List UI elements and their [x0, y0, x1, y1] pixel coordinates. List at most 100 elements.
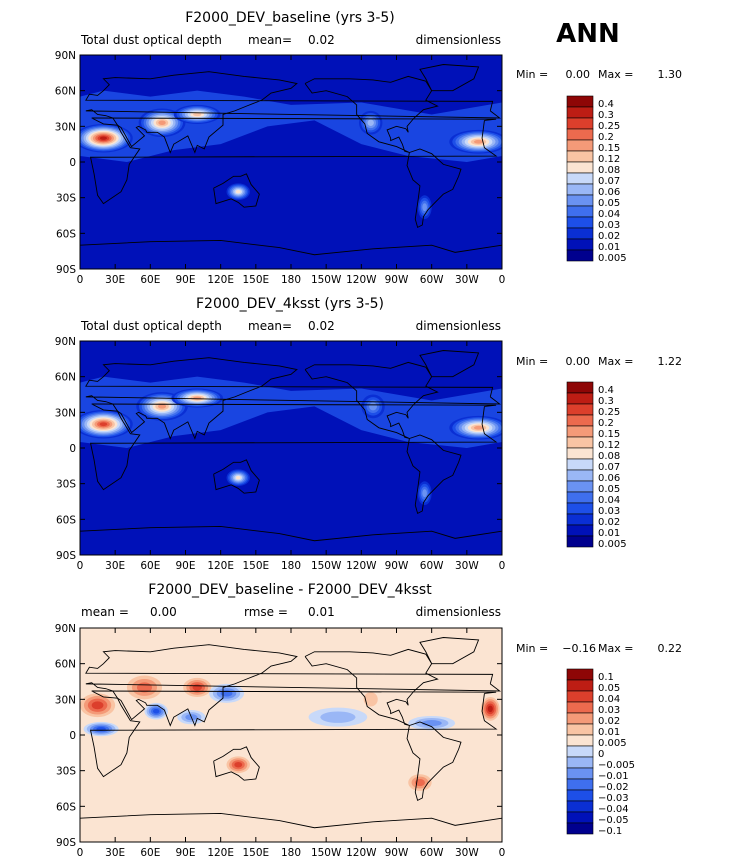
panel-1-mean-value: 0.02	[308, 33, 335, 47]
panel-3-title: F2000_DEV_baseline - F2000_DEV_4ksst	[148, 582, 432, 598]
panel-1: F2000_DEV_baseline (yrs 3-5) Total dust …	[55, 10, 682, 286]
colorbar-swatch	[566, 183, 594, 196]
hotspot-6-level-10	[473, 425, 484, 430]
coastline-6	[80, 526, 502, 542]
x-tick-label: 120W	[346, 274, 377, 286]
colorbar-swatch	[566, 734, 594, 747]
panel-3-max-label: Max =	[598, 642, 633, 655]
y-tick-label: 30S	[56, 766, 76, 778]
panel-2-map	[79, 340, 503, 556]
colorbar-swatch	[566, 392, 594, 405]
colorbar-label: 0.01	[598, 242, 620, 253]
colorbar-swatch	[566, 778, 594, 791]
x-tick-label: 30E	[105, 847, 125, 859]
colorbar-label: 0.05	[598, 484, 620, 495]
hotspot-0-level-12	[91, 701, 104, 710]
colorbar-label: 0	[598, 749, 604, 760]
colorbar-swatch	[566, 491, 594, 504]
x-tick-label: 150E	[242, 560, 269, 572]
coastline-5	[419, 64, 480, 92]
panel-2-field	[80, 341, 502, 555]
colorbar-swatch	[566, 822, 594, 835]
colorbar-label: 0.08	[598, 165, 620, 176]
colorbar-swatch	[566, 436, 594, 449]
colorbar-swatch	[566, 139, 594, 152]
colorbar-swatch	[566, 128, 594, 141]
colorbar-swatch	[566, 216, 594, 229]
x-tick-label: 90W	[385, 847, 409, 859]
colorbar-label: 0.03	[598, 220, 620, 231]
season-label: ANN	[556, 19, 620, 49]
colorbar-label: 0.4	[598, 385, 614, 396]
colorbar-swatch	[566, 172, 594, 185]
panel-1-units: dimensionless	[416, 33, 501, 47]
x-tick-label: 90E	[176, 560, 196, 572]
colorbar-label: 0.25	[598, 407, 620, 418]
colorbar-label: 0.2	[598, 418, 614, 429]
hotspot-2-level-9	[193, 112, 202, 117]
y-tick-label: 60N	[55, 372, 76, 384]
panel-3-mean-label: mean =	[81, 605, 129, 619]
colorbar-swatch	[566, 469, 594, 482]
panel-3-rmse-label: rmse =	[244, 605, 288, 619]
colorbar-label: 0.04	[598, 694, 620, 705]
colorbar-label: 0.005	[598, 253, 627, 264]
colorbar-swatch	[566, 117, 594, 130]
colorbar-label: 0.15	[598, 429, 620, 440]
coastline-2	[213, 459, 260, 494]
x-tick-label: 180	[281, 560, 301, 572]
colorbar-swatch	[566, 502, 594, 515]
coastline-2	[213, 173, 260, 208]
colorbar-label: 0.06	[598, 473, 620, 484]
coastline-3	[304, 361, 439, 439]
colorbar-swatch	[566, 403, 594, 416]
colorbar-label: 0.3	[598, 396, 614, 407]
colorbar-swatch	[566, 535, 594, 548]
x-tick-label: 120E	[207, 274, 234, 286]
coastline-1	[85, 71, 502, 154]
panel-1-mean-label: mean=	[248, 33, 292, 47]
hotspot-12-level-9	[363, 692, 378, 707]
coastline-2	[213, 746, 260, 781]
y-tick-label: 30S	[56, 193, 76, 205]
x-tick-label: 0	[77, 274, 84, 286]
x-tick-label: 90W	[385, 274, 409, 286]
colorbar-swatch	[566, 238, 594, 251]
coastline-5	[419, 350, 480, 378]
colorbar-label: 0.02	[598, 231, 620, 242]
x-tick-label: 180	[281, 847, 301, 859]
hotspot-4-level-6	[367, 119, 374, 127]
colorbar-label: 0.01	[598, 727, 620, 738]
y-tick-label: 60S	[56, 514, 76, 526]
field-background	[80, 55, 502, 269]
panel-3-axis-ticks: 0 30E 60E 90E 120E 150E 180 150W 120W 90W 60W 30W 09…	[55, 623, 506, 859]
x-tick-label: 120E	[207, 560, 234, 572]
panel-1-axis-ticks: 0 30E 60E 90E 120E 150E 180 150W 120W 90W 60W 30W 09…	[55, 50, 506, 286]
y-tick-label: 60S	[56, 801, 76, 813]
panel-2-title: F2000_DEV_4ksst (yrs 3-5)	[196, 296, 384, 312]
panel-1-max-value: 1.30	[658, 68, 683, 81]
x-tick-label: 60W	[420, 847, 444, 859]
panel-3-field	[80, 628, 502, 842]
panel-2-axis-ticks: 0 30E 60E 90E 120E 150E 180 150W 120W 90W 60W 30W 09…	[55, 336, 506, 572]
x-tick-label: 0	[499, 560, 506, 572]
y-tick-label: 60N	[55, 659, 76, 671]
panel-2: F2000_DEV_4ksst (yrs 3-5) Total dust opt…	[55, 296, 682, 572]
colorbar-swatch	[566, 756, 594, 769]
y-tick-label: 60N	[55, 86, 76, 98]
hotspot-7-level-12	[234, 761, 243, 768]
colorbar-label: 0.05	[598, 198, 620, 209]
colorbar-label: 0.07	[598, 462, 620, 473]
colorbar-label: 0.02	[598, 517, 620, 528]
colorbar-swatch	[566, 789, 594, 802]
colorbar-swatch	[566, 513, 594, 526]
y-tick-label: 0	[69, 443, 76, 455]
colorbar-label: 0.06	[598, 187, 620, 198]
x-tick-label: 120E	[207, 847, 234, 859]
colorbar-swatch	[566, 414, 594, 427]
colorbar-label: 0.005	[598, 539, 627, 550]
panel-2-variable: Total dust optical depth	[80, 319, 222, 333]
colorbar-label: 0.12	[598, 440, 620, 451]
colorbar-label: 0.01	[598, 528, 620, 539]
colorbar-label: −0.1	[598, 826, 622, 837]
